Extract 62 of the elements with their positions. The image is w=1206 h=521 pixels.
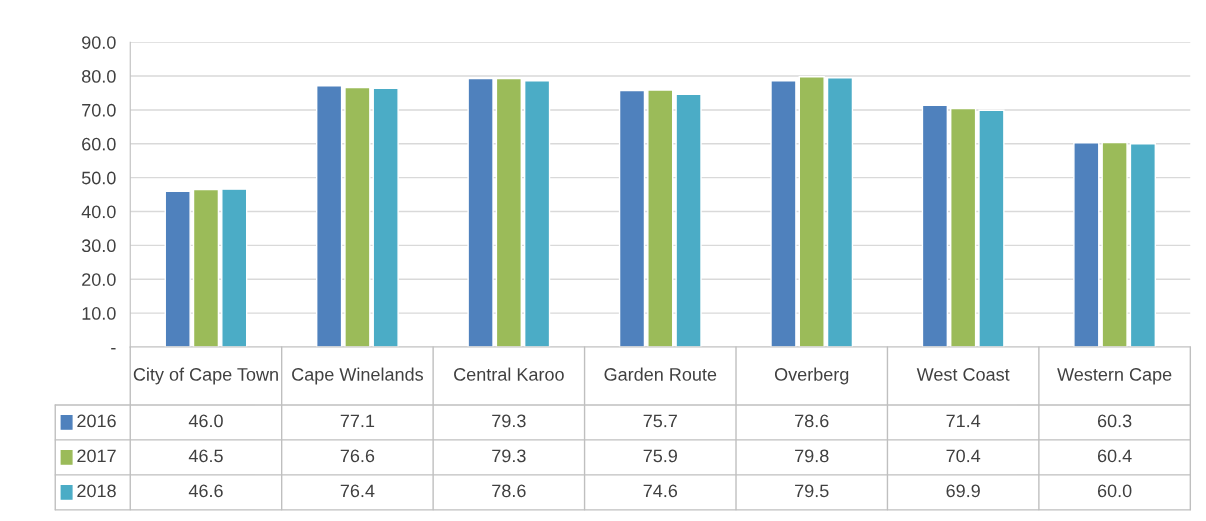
data-label: 69.9 <box>946 484 980 498</box>
bar <box>221 188 248 347</box>
bar <box>467 77 494 347</box>
bar <box>770 80 797 347</box>
data-label: 60.3 <box>1097 414 1132 428</box>
x-tick-label: Garden Route <box>604 367 717 381</box>
data-label: 78.6 <box>492 484 526 498</box>
data-label: 46.0 <box>188 414 223 428</box>
data-label: 46.6 <box>188 484 223 498</box>
x-tick-label: City of Cape Town <box>133 367 278 385</box>
bar <box>523 80 551 347</box>
data-label: 75.7 <box>643 414 677 428</box>
x-tick-label: Western Cape <box>1057 368 1172 385</box>
bar <box>372 87 399 347</box>
legend-label: 2016 <box>77 414 116 428</box>
data-label: 79.3 <box>492 414 526 428</box>
bar <box>978 109 1005 347</box>
bar <box>1101 141 1128 347</box>
y-tick-label: 10.0 <box>82 307 116 320</box>
bar <box>344 86 371 347</box>
x-tick-label: Overberg <box>774 367 849 385</box>
x-tick-label: Central Karoo <box>454 367 564 381</box>
bar <box>675 93 702 347</box>
data-label: 70.4 <box>946 449 981 463</box>
bar <box>798 76 825 347</box>
bar <box>316 85 343 347</box>
legend-label: 2018 <box>77 484 116 498</box>
y-tick-label: 50.0 <box>81 171 116 185</box>
x-tick-label: Cape Winelands <box>292 367 423 385</box>
y-tick-label: 30.0 <box>81 239 116 253</box>
bar <box>950 107 977 347</box>
data-label: 77.1 <box>340 414 375 428</box>
y-tick-label: 40.0 <box>81 205 116 219</box>
bar <box>647 89 674 347</box>
data-label: 75.9 <box>643 449 677 463</box>
y-tick-label: 90.0 <box>82 36 116 49</box>
legend-label: 2017 <box>77 449 116 463</box>
data-label: 76.6 <box>340 449 375 463</box>
y-tick-label: - <box>111 348 116 350</box>
y-tick-label: 80.0 <box>82 70 116 83</box>
data-label: 79.5 <box>795 484 829 498</box>
bar <box>495 77 522 347</box>
bar <box>826 77 854 347</box>
data-label: 46.5 <box>188 449 223 463</box>
bar <box>192 188 220 347</box>
x-tick-label: West Coast <box>916 368 1010 381</box>
data-label: 74.6 <box>643 484 678 498</box>
data-label: 76.4 <box>340 484 375 498</box>
y-tick-label: 70.0 <box>82 103 116 117</box>
y-tick-label: 60.0 <box>82 137 116 151</box>
bar <box>921 104 949 347</box>
data-label: 79.8 <box>795 449 829 463</box>
data-label: 78.6 <box>795 414 829 428</box>
bar <box>1073 142 1100 347</box>
bar <box>618 89 646 347</box>
data-label: 60.0 <box>1097 484 1132 498</box>
data-label: 71.4 <box>946 414 981 428</box>
data-label: 79.3 <box>492 449 526 463</box>
bar <box>164 190 191 347</box>
data-label: 60.4 <box>1097 449 1132 463</box>
y-tick-label: 20.0 <box>82 273 116 286</box>
bar <box>1129 143 1157 347</box>
